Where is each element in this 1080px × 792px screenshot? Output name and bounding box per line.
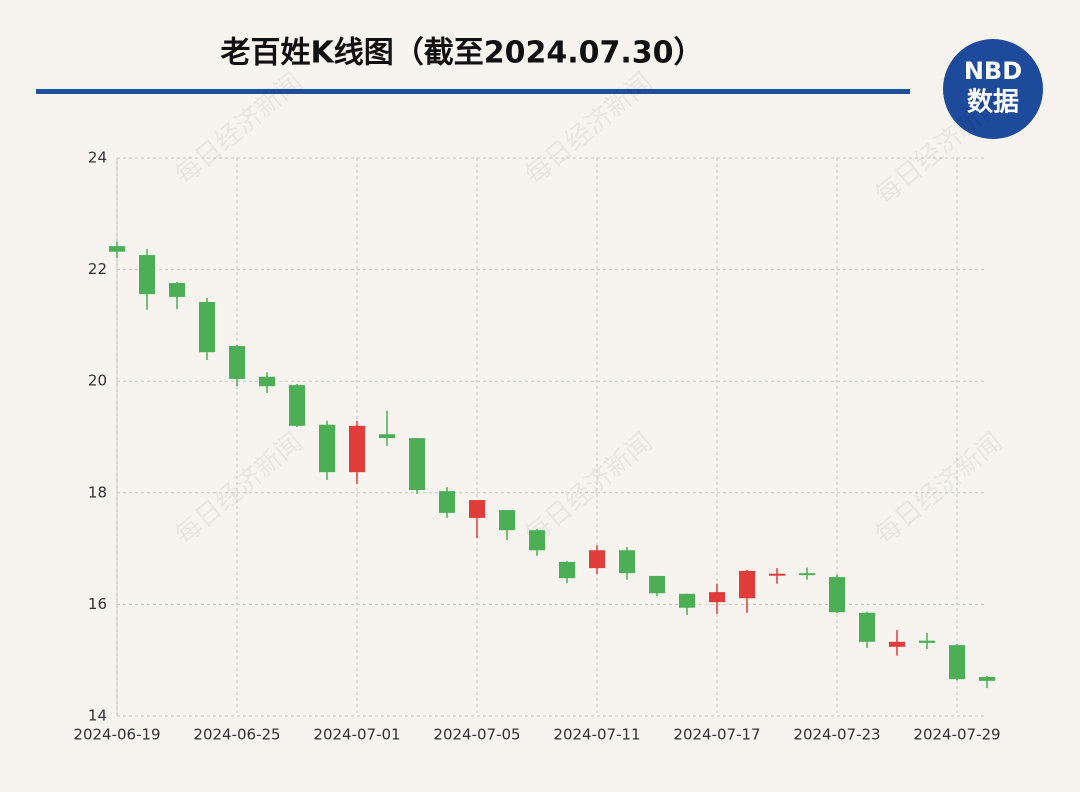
candle-body [199, 301, 215, 353]
candle-body [739, 570, 755, 599]
candle-body [949, 645, 965, 680]
candle-body [529, 530, 545, 551]
candle-body [559, 561, 575, 579]
x-tick-label: 2024-07-17 [673, 726, 760, 744]
candle-body [349, 425, 365, 473]
candle-body [319, 424, 335, 473]
x-tick-label: 2024-07-11 [553, 726, 640, 744]
watermark: 每日经济新闻 [520, 67, 659, 190]
candle-body [859, 612, 875, 642]
x-tick-label: 2024-07-05 [433, 726, 520, 744]
logo-badge [943, 39, 1043, 139]
candle-body [679, 593, 695, 608]
candle-body [259, 376, 275, 387]
candle-body [649, 575, 665, 594]
y-tick-label: 14 [88, 707, 107, 725]
candle-body [409, 438, 425, 491]
y-tick-label: 18 [88, 483, 107, 501]
candle-body [139, 255, 155, 295]
y-tick-label: 20 [88, 372, 107, 390]
candle-body [619, 550, 635, 574]
candle-body [289, 385, 305, 426]
candle-body [229, 346, 245, 379]
watermark: 每日经济新闻 [870, 87, 1009, 210]
candle-body [439, 491, 455, 513]
x-tick-label: 2024-07-01 [313, 726, 400, 744]
y-tick-label: 24 [88, 149, 107, 167]
watermark: 每日经济新闻 [170, 67, 309, 190]
x-tick-label: 2024-06-19 [73, 726, 160, 744]
y-tick-label: 22 [88, 260, 107, 278]
watermark: 每日经济新闻 [870, 427, 1009, 550]
candle-body [709, 592, 725, 603]
x-tick-label: 2024-07-29 [913, 726, 1000, 744]
candle-body [109, 246, 125, 252]
y-tick-label: 16 [88, 595, 107, 613]
watermarks: 每日经济新闻 每日经济新闻 每日经济新闻 每日经济新闻 每日经济新闻 每日经济新… [170, 67, 1009, 550]
logo-text: NBD [964, 57, 1022, 85]
candle-body [919, 640, 935, 643]
candle-body [379, 434, 395, 439]
x-tick-label: 2024-06-25 [193, 726, 280, 744]
candle-body [979, 676, 995, 681]
candle-body [469, 500, 485, 518]
candle-body [829, 577, 845, 613]
candle-body [889, 641, 905, 647]
title-rule [36, 89, 910, 94]
x-tick-label: 2024-07-23 [793, 726, 880, 744]
logo-text: 数据 [967, 88, 1019, 118]
chart-title: 老百姓K线图（截至2024.07.30） [220, 36, 703, 71]
candle-body [169, 282, 185, 297]
candle-body [799, 573, 815, 576]
candle-body [499, 510, 515, 531]
watermark: 每日经济新闻 [170, 427, 309, 550]
candle-body [589, 550, 605, 569]
candle-body [769, 573, 785, 576]
